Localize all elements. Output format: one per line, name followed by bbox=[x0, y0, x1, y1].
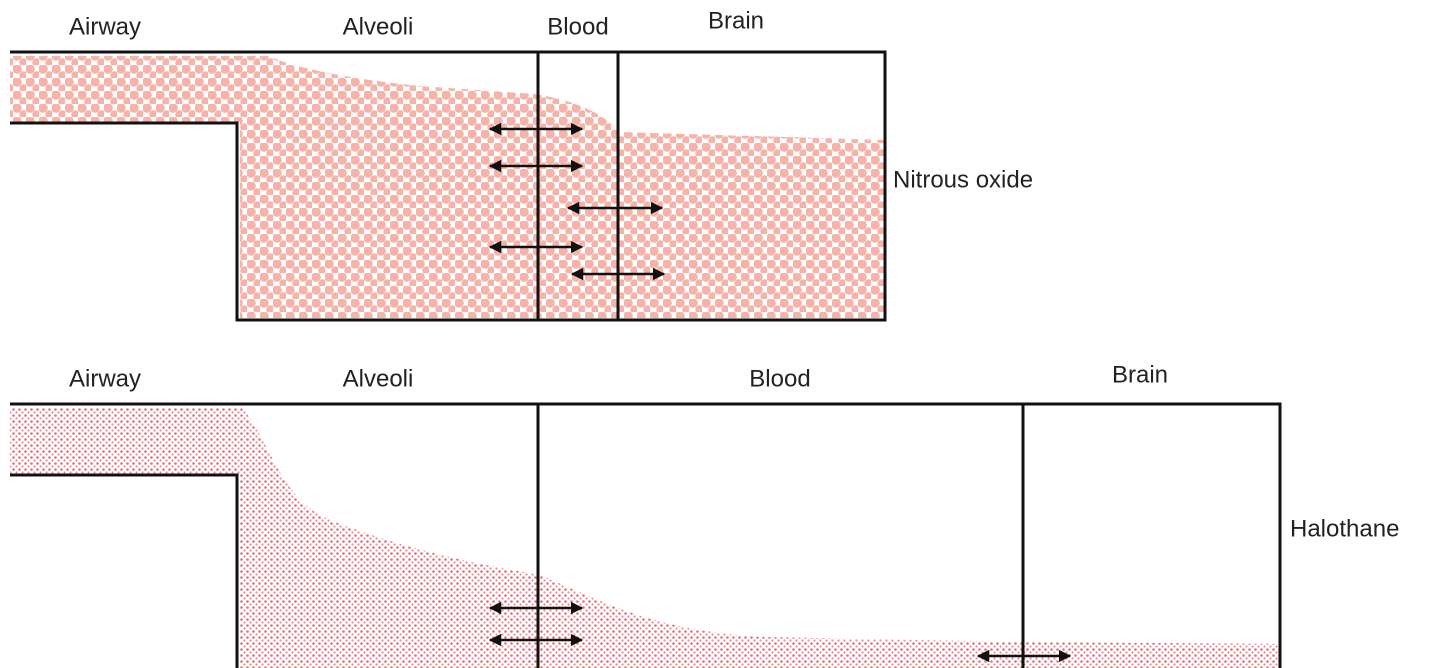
agent-label: Halothane bbox=[1290, 515, 1399, 542]
compartment-label: Alveoli bbox=[343, 13, 414, 40]
compartment-label: Blood bbox=[749, 365, 810, 392]
compartment-label: Airway bbox=[69, 365, 141, 392]
gas-fill bbox=[10, 408, 1280, 668]
panel-halothane: Airway Alveoli Blood Brain Halothane bbox=[10, 361, 1399, 668]
gas-fill bbox=[10, 56, 885, 318]
panel-nitrous: Airway Alveoli Blood Brain Nitrous oxide bbox=[10, 7, 1033, 320]
compartment-label: Blood bbox=[547, 13, 608, 40]
diagram: Airway Alveoli Blood Brain Nitrous oxide… bbox=[0, 0, 1446, 668]
compartment-label: Airway bbox=[69, 13, 141, 40]
agent-label: Nitrous oxide bbox=[893, 166, 1033, 193]
compartment-label: Alveoli bbox=[343, 365, 414, 392]
compartment-label: Brain bbox=[708, 7, 764, 34]
compartment-label: Brain bbox=[1112, 361, 1168, 388]
